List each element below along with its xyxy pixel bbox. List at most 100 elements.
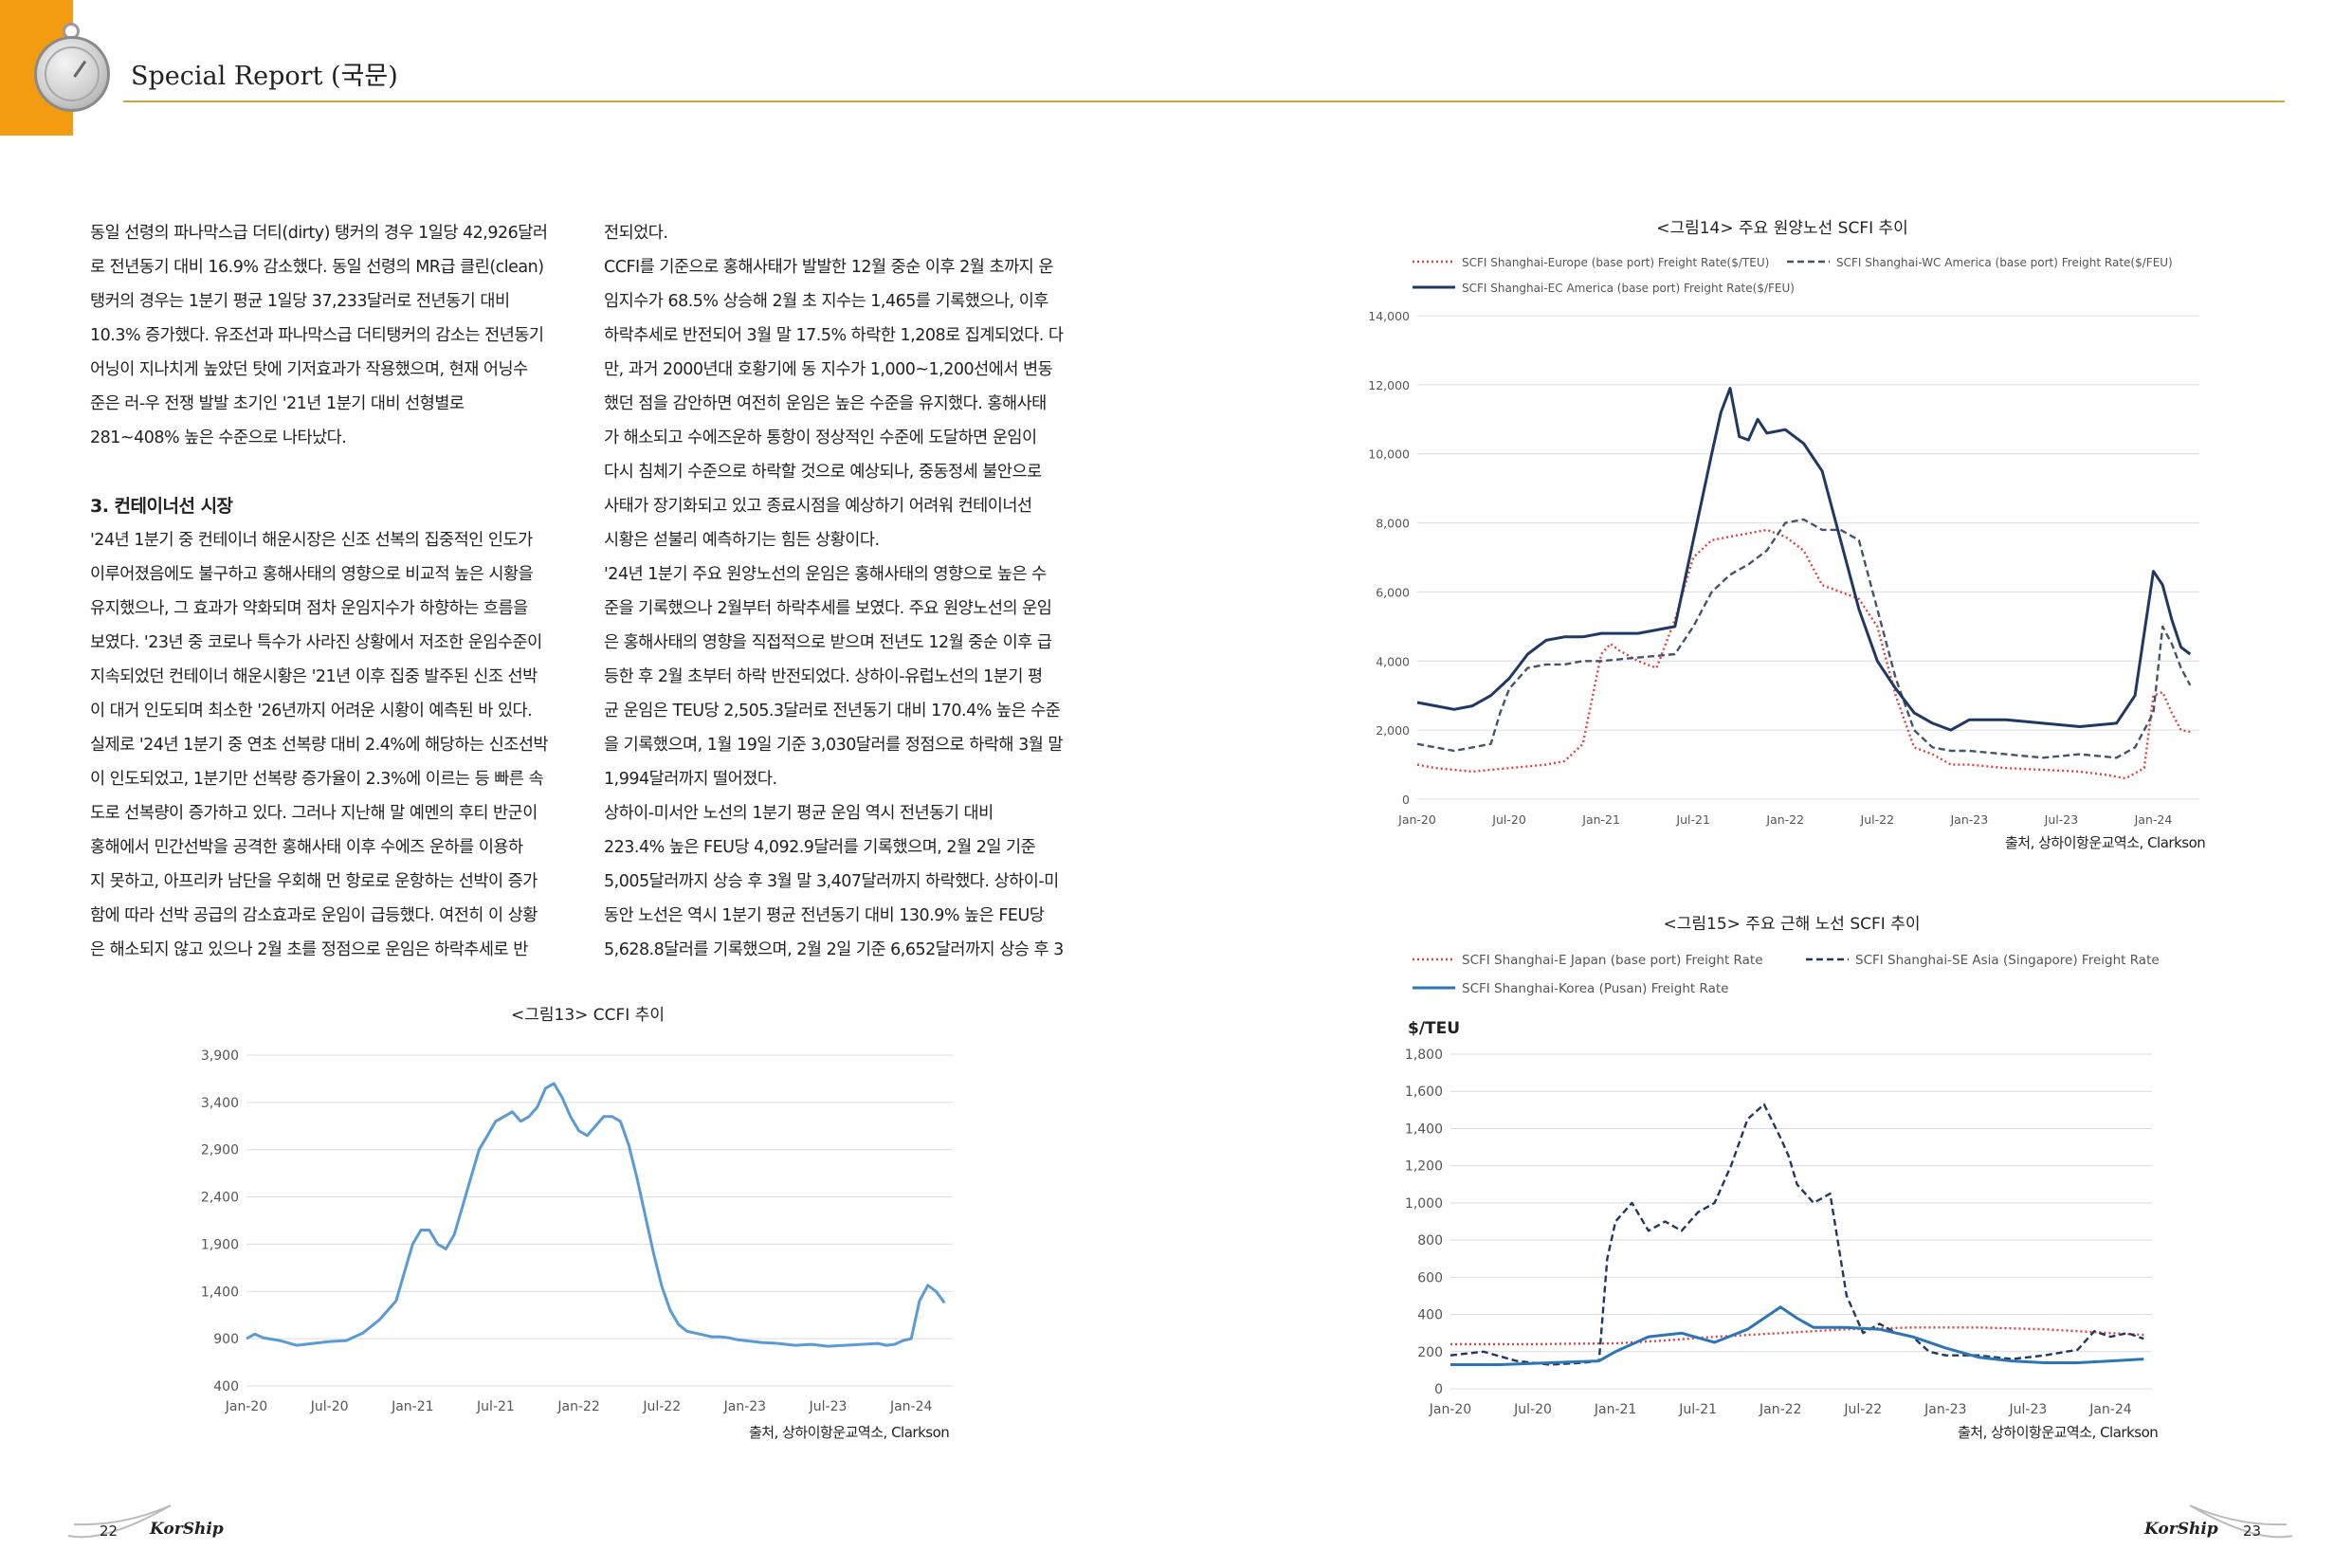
y-tick-label: 2,900 — [201, 1143, 239, 1158]
x-tick-label: Jan-24 — [2134, 812, 2173, 827]
figure-15-source: 출처, 상하이항운교역소, Clarkson — [1958, 1424, 2159, 1441]
y-tick-label: 1,000 — [1405, 1196, 1443, 1212]
series-line-0 — [246, 1082, 946, 1348]
paragraph-line: 함에 따라 선박 공급의 감소효과로 운임이 급등했다. 여전히 이 상황 — [90, 906, 538, 925]
paragraph-line: 홍해에서 민간선박을 공격한 홍해사태 이후 수에즈 운하를 이용하 — [90, 838, 523, 857]
figure-13-chart: 400 900 1,400 1,900 2,400 2,900 3,400 3,900 Jan-… — [201, 1048, 953, 1414]
x-tick-label: Jul-21 — [476, 1399, 515, 1414]
y-tick-label: 400 — [1417, 1308, 1443, 1323]
legend-label: SCFI Shanghai-E Japan (base port) Freigh… — [1462, 953, 1763, 968]
paragraph-line: 5,628.8달러를 기록했으며, 2월 2일 기준 6,652달러까지 상승 … — [604, 940, 1064, 959]
y-axis-label: $/TEU — [1408, 1019, 1460, 1038]
x-tick-label: Jan-20 — [225, 1399, 267, 1414]
y-tick-label: 200 — [1417, 1345, 1443, 1360]
y-tick-label: 1,900 — [201, 1237, 239, 1252]
paragraph-line: CCFI를 기준으로 홍해사태가 발발한 12월 중순 이후 2월 초까지 운 — [604, 258, 1053, 277]
paragraph-line: 준은 러-우 전쟁 발발 초기인 '21년 1분기 대비 선형별로 — [90, 394, 465, 413]
paragraph-line: 만, 과거 2000년대 호황기에 동 지수가 1,000~1,200선에서 변… — [604, 360, 1053, 379]
paragraph-line: 223.4% 높은 FEU당 4,092.9달러를 기록했으며, 2월 2일 기… — [604, 838, 1036, 857]
x-tick-label: Jul-22 — [1860, 812, 1895, 827]
x-tick-label: Jan-24 — [889, 1399, 933, 1414]
paragraph-line: 균 운임은 TEU당 2,505.3달러로 전년동기 대비 170.4% 높은 … — [604, 702, 1061, 720]
x-tick-label: Jul-22 — [1843, 1402, 1882, 1417]
paragraph-line: 동안 노선은 역시 1분기 평균 전년동기 대비 130.9% 높은 FEU당 — [604, 906, 1045, 925]
x-tick-label: Jan-23 — [1924, 1402, 1966, 1417]
paragraph-line: 했던 점을 감안하면 여전히 운임은 높은 수준을 유지했다. 홍해사태 — [604, 394, 1047, 413]
y-tick-label: 3,900 — [201, 1048, 239, 1064]
footer-swoosh-left — [67, 1504, 172, 1539]
y-tick-label: 2,000 — [1376, 723, 1410, 738]
y-tick-label: 1,800 — [1405, 1048, 1443, 1063]
x-tick-label: Jul-23 — [2009, 1402, 2048, 1417]
y-tick-label: 3,400 — [201, 1096, 239, 1111]
paragraph-line: 5,005달러까지 상승 후 3월 말 3,407달러까지 하락했다. 상하이-… — [604, 872, 1059, 891]
x-tick-label: Jan-20 — [1429, 1402, 1471, 1417]
y-tick-label: 1,400 — [201, 1285, 239, 1300]
figure-15-title: <그림15> 주요 근해 노선 SCFI 추이 — [1663, 915, 1921, 934]
paragraph-line: 실제로 '24년 1분기 중 연초 선복량 대비 2.4%에 해당하는 신조선박 — [90, 736, 549, 755]
paragraph-line: 임지수가 68.5% 상승해 2월 초 지수는 1,465를 기록했으나, 이후 — [604, 292, 1048, 311]
x-tick-label: Jan-24 — [2088, 1402, 2132, 1417]
x-tick-label: Jan-20 — [1397, 812, 1436, 827]
paragraph-gap — [90, 455, 564, 489]
paragraph-line: 유지했으나, 그 효과가 약화되며 점차 운임지수가 하향하는 흐름을 — [90, 599, 528, 618]
figure-13-title: <그림13> CCFI 추이 — [510, 1006, 665, 1025]
paragraph-line: '24년 1분기 주요 원양노선의 운임은 홍해사태의 영향으로 높은 수 — [604, 565, 1047, 584]
series-line-0 — [1416, 528, 2191, 780]
x-tick-label: Jan-21 — [1594, 1402, 1636, 1417]
paragraph-line: 1,994달러까지 떨어졌다. — [604, 770, 777, 789]
paragraph-line: 동일 선령의 파나막스급 더티(dirty) 탱커의 경우 1일당 42,926… — [90, 224, 548, 243]
y-tick-label: 0 — [1434, 1382, 1443, 1397]
series-line-2 — [1450, 1305, 2144, 1366]
figure-14-chart: 0 2,000 4,000 6,000 8,000 10,000 12,000 14,000 J… — [1368, 256, 2199, 827]
paragraph-line: 이 인도되었고, 1분기만 선복량 증가율이 2.3%에 이르는 등 빠른 속 — [90, 770, 544, 789]
y-tick-label: 2,400 — [201, 1191, 239, 1206]
x-tick-label: Jul-21 — [1678, 1402, 1717, 1417]
page-number-left: 22 — [100, 1522, 119, 1540]
x-tick-label: Jul-20 — [1491, 812, 1526, 827]
paragraph-line: 준을 기록했으나 2월부터 하락추세를 보였다. 주요 원양노선의 운임 — [604, 599, 1052, 618]
x-tick-label: Jul-21 — [1675, 812, 1710, 827]
x-tick-label: Jan-21 — [391, 1399, 433, 1414]
paragraph-line: 이루어졌음에도 불구하고 홍해사태의 영향으로 비교적 높은 시황을 — [90, 565, 534, 584]
legend-label: SCFI Shanghai-WC America (base port) Fre… — [1836, 256, 2173, 269]
figure-14-title: <그림14> 주요 원양노선 SCFI 추이 — [1656, 219, 1908, 238]
paragraph-line: 은 홍해사태의 영향을 직접적으로 받으며 전년도 12월 중순 이후 급 — [604, 633, 1052, 652]
x-tick-label: Jul-20 — [1513, 1402, 1552, 1417]
x-tick-label: Jan-22 — [1765, 812, 1804, 827]
header-rule — [123, 100, 2285, 102]
x-tick-label: Jan-22 — [1759, 1402, 1801, 1417]
series-line-1 — [1449, 1103, 2144, 1366]
series-line-2 — [1416, 387, 2192, 732]
y-tick-label: 12,000 — [1368, 378, 1410, 392]
paragraph-line: 로 전년동기 대비 16.9% 감소했다. 동일 선령의 MR급 클린(clea… — [90, 258, 544, 277]
page-number-right: 23 — [2243, 1522, 2262, 1540]
figure-15-chart: 0 200 400 600 800 1,000 1,200 1,400 1,600 1,800 Ja… — [1405, 953, 2160, 1417]
paragraph-line: 은 해소되지 않고 있으나 2월 초를 정점으로 운임은 하락추세로 반 — [90, 940, 528, 959]
paragraph-line: 지 못하고, 아프리카 남단을 우회해 먼 항로로 운항하는 선박이 증가 — [90, 872, 538, 891]
paragraph-line: 시황은 섣불리 예측하기는 힘든 상황이다. — [604, 531, 880, 550]
compass-icon — [34, 36, 110, 112]
y-tick-label: 600 — [1417, 1270, 1443, 1285]
header-title: Special Report (국문) — [131, 62, 398, 91]
series-line-1 — [1416, 518, 2192, 759]
footer-swoosh-right — [2189, 1504, 2293, 1539]
paragraph-line: 하락추세로 반전되어 3월 말 17.5% 하락한 1,208로 집계되었다. … — [604, 326, 1064, 345]
paragraph-line: 10.3% 증가했다. 유조선과 파나막스급 더티탱커의 감소는 전년동기 — [90, 326, 544, 345]
paragraph-line: 가 해소되고 수에즈운하 통항이 정상적인 수준에 도달하면 운임이 — [604, 428, 1037, 447]
legend-label: SCFI Shanghai-EC America (base port) Fre… — [1462, 282, 1795, 295]
x-tick-label: Jan-22 — [556, 1399, 599, 1414]
y-tick-label: 1,600 — [1405, 1085, 1443, 1100]
paragraph-line: 도로 선복량이 증가하고 있다. 그러나 지난해 말 예멘의 후티 반군이 — [90, 804, 538, 823]
paragraph-line: 어닝이 지나치게 높았던 탓에 기저효과가 작용했으며, 현재 어닝수 — [90, 360, 528, 379]
section-heading: 3. 컨테이너선 시장 — [90, 496, 233, 517]
figure-14-source: 출처, 상하이항운교역소, Clarkson — [2005, 834, 2206, 851]
paragraph-line: 상하이-미서안 노선의 1분기 평균 운임 역시 전년동기 대비 — [604, 804, 994, 823]
paragraph-line: '24년 1분기 중 컨테이너 해운시장은 신조 선복의 집중적인 인도가 — [90, 531, 533, 550]
y-tick-label: 900 — [213, 1332, 239, 1347]
y-tick-label: 0 — [1402, 793, 1410, 807]
paragraph-line: 전되었다. — [604, 224, 668, 243]
y-tick-label: 400 — [213, 1379, 239, 1395]
paragraph-line: 다시 침체기 수준으로 하락할 것으로 예상되나, 중동정세 불안으로 — [604, 463, 1042, 482]
x-tick-label: Jan-21 — [1581, 812, 1620, 827]
